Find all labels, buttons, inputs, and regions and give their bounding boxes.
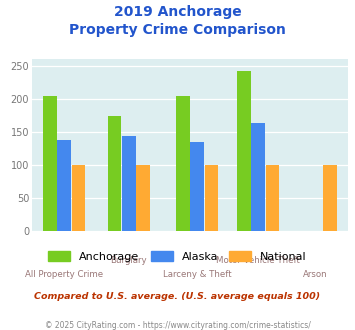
Bar bbox=[43, 96, 57, 231]
Text: Motor Vehicle Theft: Motor Vehicle Theft bbox=[216, 256, 300, 265]
Text: 2019 Anchorage: 2019 Anchorage bbox=[114, 5, 241, 19]
Bar bbox=[108, 116, 121, 231]
Bar bbox=[176, 96, 190, 231]
Text: All Property Crime: All Property Crime bbox=[25, 270, 103, 279]
Text: © 2025 CityRating.com - https://www.cityrating.com/crime-statistics/: © 2025 CityRating.com - https://www.city… bbox=[45, 321, 310, 330]
Text: Compared to U.S. average. (U.S. average equals 100): Compared to U.S. average. (U.S. average … bbox=[34, 292, 321, 301]
Bar bbox=[204, 165, 218, 231]
Text: Arson: Arson bbox=[303, 270, 328, 279]
Bar bbox=[58, 140, 71, 231]
Text: Larceny & Theft: Larceny & Theft bbox=[163, 270, 231, 279]
Legend: Anchorage, Alaska, National: Anchorage, Alaska, National bbox=[44, 247, 311, 267]
Bar bbox=[190, 142, 204, 231]
Bar bbox=[122, 136, 136, 231]
Bar bbox=[136, 165, 150, 231]
Bar bbox=[266, 165, 279, 231]
Bar bbox=[251, 123, 265, 231]
Bar bbox=[323, 165, 337, 231]
Text: Burglary: Burglary bbox=[110, 256, 147, 265]
Text: Property Crime Comparison: Property Crime Comparison bbox=[69, 23, 286, 37]
Bar bbox=[72, 165, 86, 231]
Bar bbox=[237, 71, 251, 231]
